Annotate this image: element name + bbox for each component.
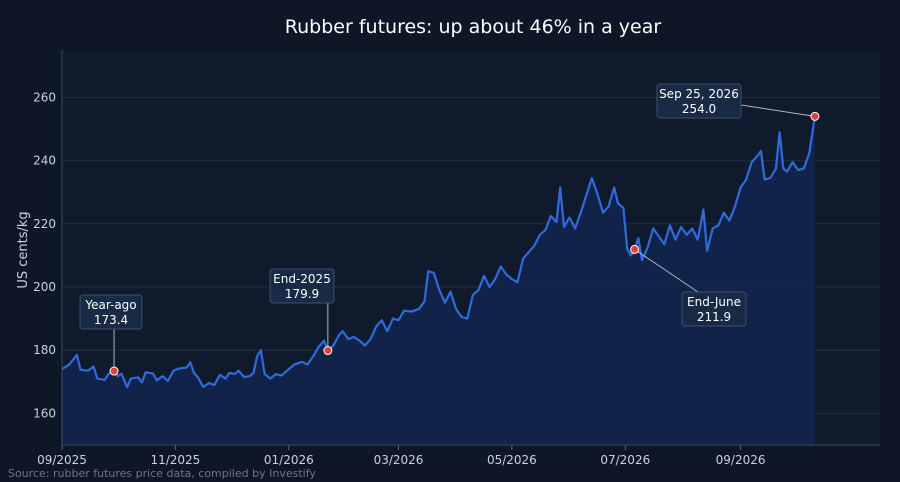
x-tick-label: 11/2025 — [150, 453, 200, 467]
y-tick-label: 220 — [33, 217, 56, 231]
annotation-label: End-2025 — [273, 272, 331, 286]
x-tick-label: 07/2026 — [600, 453, 650, 467]
x-tick-label: 09/2025 — [37, 453, 87, 467]
annotation-box — [681, 291, 747, 327]
annotation-box — [269, 268, 335, 304]
annotation-marker — [323, 346, 333, 356]
y-tick-label: 240 — [33, 154, 56, 168]
x-tick-label: 03/2026 — [374, 453, 424, 467]
price-area-fill — [62, 116, 815, 446]
annotation-leader — [634, 248, 699, 293]
chart-title: Rubber futures: up about 46% in a year — [285, 16, 662, 38]
y-tick-label: 180 — [33, 343, 56, 357]
x-tick-label: 09/2026 — [716, 453, 766, 467]
annotation-box — [656, 83, 742, 119]
annotation-marker — [630, 244, 640, 254]
annotation-value: 211.9 — [697, 310, 731, 324]
annotation-marker — [109, 366, 119, 376]
annotation-value: 179.9 — [285, 287, 319, 301]
y-tick-label: 260 — [33, 90, 56, 104]
y-axis-ticks: 160 180 200 220 240 260 — [33, 90, 56, 420]
annotation-label: Year-ago — [84, 298, 136, 312]
annotation-label: Sep 25, 2026 — [659, 87, 739, 101]
price-line — [61, 116, 816, 389]
annotation-label: End-June — [687, 295, 741, 309]
annotation-marker — [810, 111, 820, 121]
annotation-value: 173.4 — [94, 313, 128, 327]
y-tick-label: 160 — [33, 406, 56, 420]
x-axis-ticks: 09/2025 11/2025 01/2026 03/2026 05/2026 07/20… — [37, 445, 765, 467]
y-tick-label: 200 — [33, 280, 56, 294]
annotation-box — [79, 294, 143, 330]
x-tick-label: 05/2026 — [487, 453, 537, 467]
source-note: Source: rubber futures price data, compi… — [8, 467, 316, 480]
y-axis-label: US cents/kg — [16, 211, 31, 288]
x-tick-label: 01/2026 — [264, 453, 314, 467]
annotation-value: 254.0 — [682, 102, 716, 116]
annotation-leader — [740, 104, 816, 117]
